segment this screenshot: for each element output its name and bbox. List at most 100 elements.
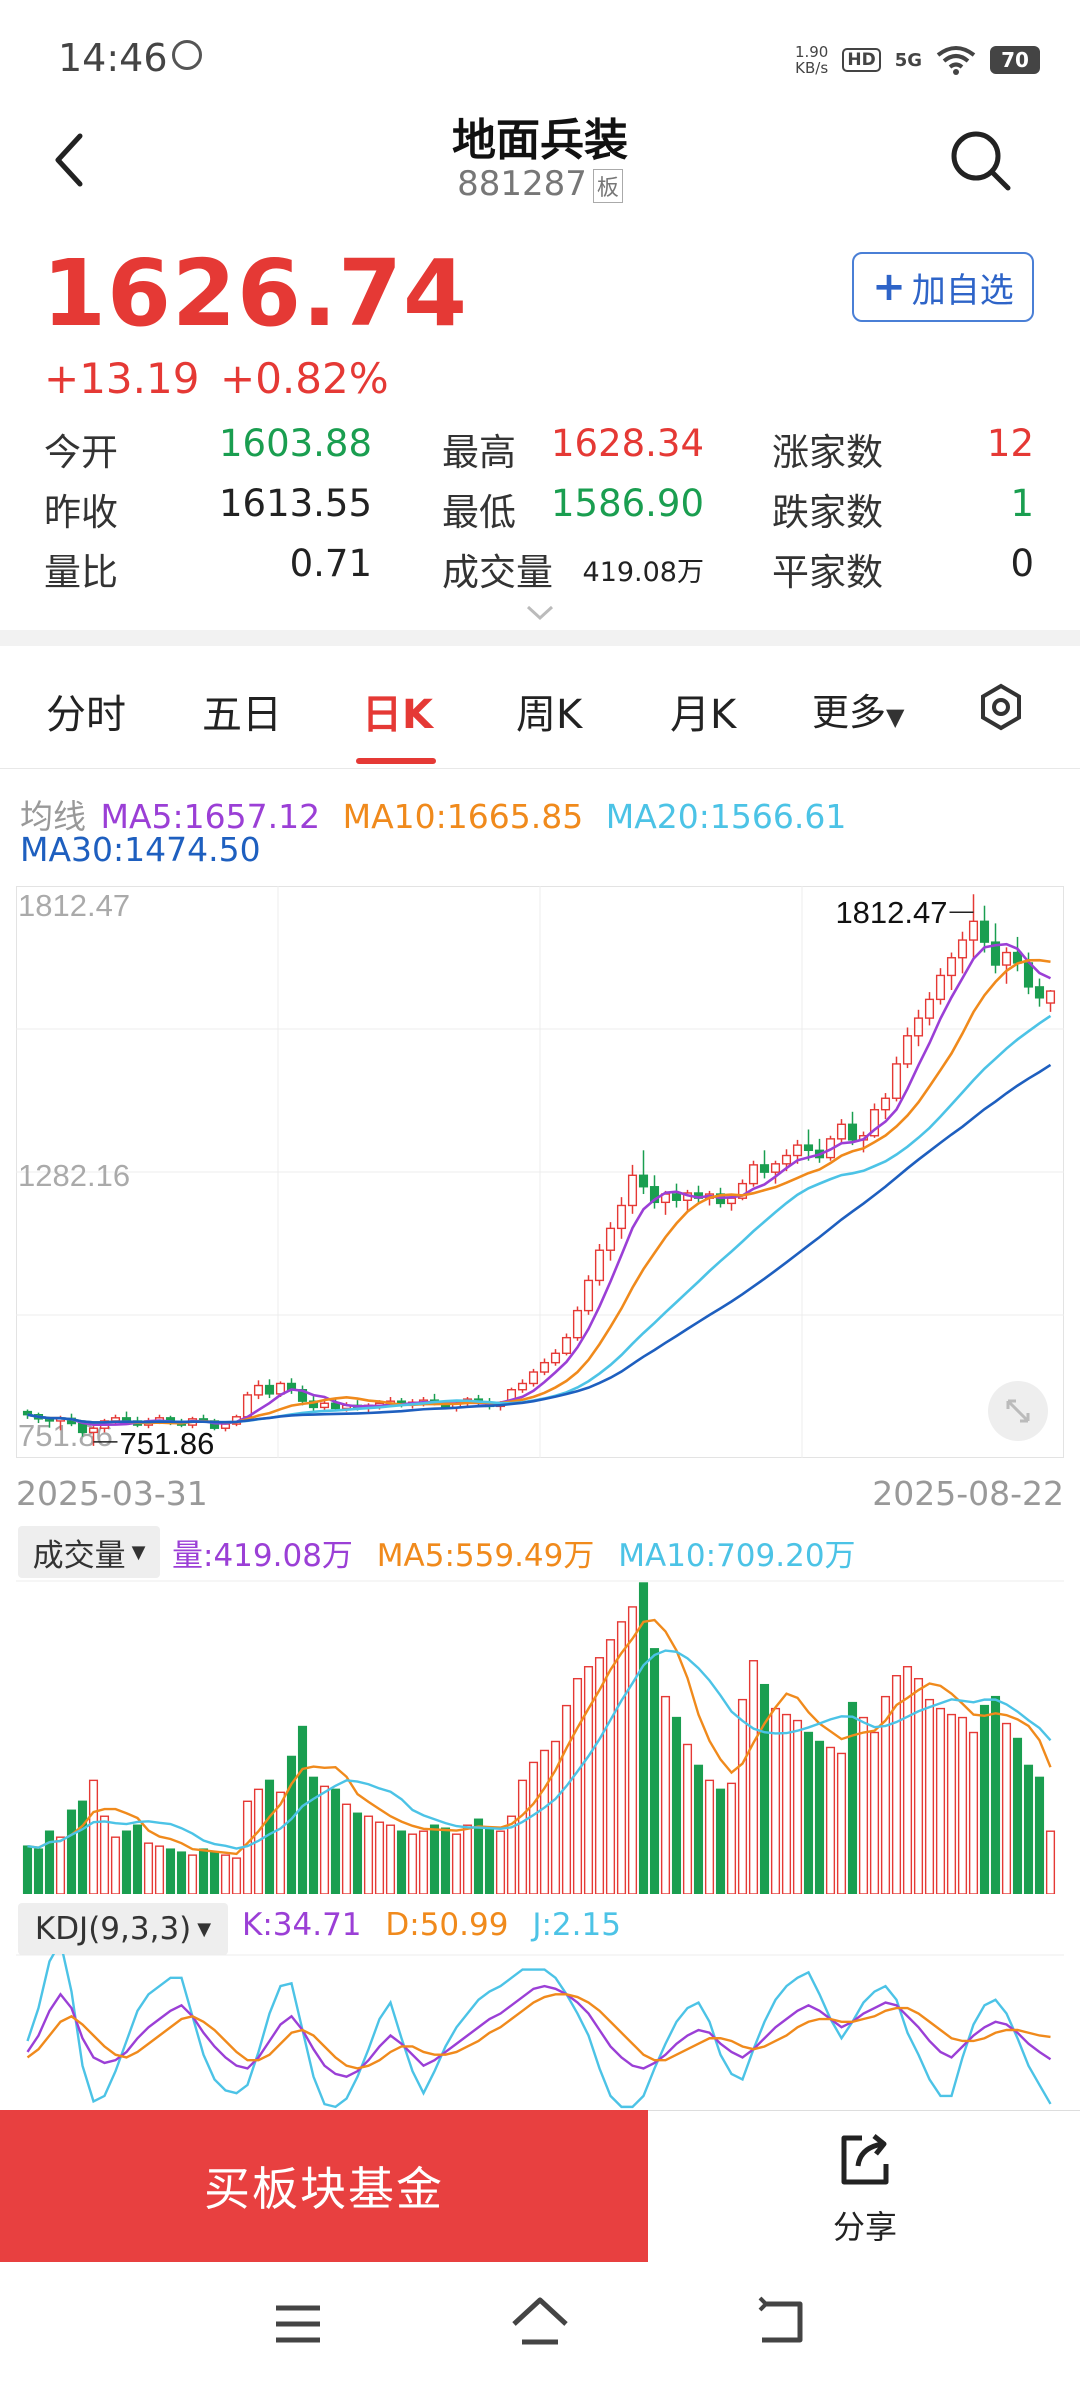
volume-bar xyxy=(220,1854,231,1894)
tab-monthly-k[interactable]: 月K xyxy=(670,692,737,738)
volume-bar xyxy=(308,1776,319,1894)
volume-bar xyxy=(572,1677,583,1894)
volume-bar xyxy=(286,1755,297,1894)
candle xyxy=(814,1138,825,1163)
volume-bar xyxy=(187,1854,198,1894)
candle xyxy=(957,931,968,974)
volume-bar xyxy=(682,1743,693,1894)
price-change-percent: +0.82% xyxy=(220,354,389,403)
volume-bar xyxy=(176,1851,187,1894)
kdj-indicator-selector[interactable]: KDJ(9,3,3) ▼ xyxy=(18,1903,228,1955)
tab-five-day[interactable]: 五日 xyxy=(202,692,282,738)
kdj-k-line xyxy=(26,1984,1052,2078)
stat-value: 0.71 xyxy=(289,542,372,585)
search-icon[interactable] xyxy=(946,126,1016,196)
volume-bar xyxy=(803,1731,814,1894)
volume-bar xyxy=(275,1791,286,1894)
candle-body xyxy=(748,1164,759,1185)
kdj-d-line xyxy=(26,1993,1051,2070)
ma5-line xyxy=(27,942,1052,1426)
y-tick-label: 1282.16 xyxy=(18,1158,130,1193)
volume-bar xyxy=(396,1830,407,1894)
status-bar: 14:46 1.90 KB/s HD 5G 70 xyxy=(0,0,1080,110)
volume-bar xyxy=(473,1818,484,1894)
tab-intraday[interactable]: 分时 xyxy=(46,692,126,738)
back-arrow-icon[interactable] xyxy=(50,130,90,190)
tab-weekly-k[interactable]: 周K xyxy=(516,692,583,738)
volume-bar xyxy=(121,1830,132,1894)
volume-bar xyxy=(154,1845,165,1894)
settings-hexagon-icon[interactable] xyxy=(976,682,1026,732)
volume-bar xyxy=(1023,1764,1034,1894)
volume-bar xyxy=(55,1836,66,1894)
candle xyxy=(748,1160,759,1187)
candle xyxy=(517,1379,528,1393)
stat-value: 1 xyxy=(1010,482,1034,525)
add-watchlist-button[interactable]: + 加自选 xyxy=(852,252,1034,322)
candle-body xyxy=(891,1063,902,1099)
sector-tag: 板 xyxy=(592,168,623,203)
candle xyxy=(847,1111,858,1146)
candle xyxy=(902,1027,913,1069)
volume-bar xyxy=(132,1824,143,1894)
candle xyxy=(990,923,1001,974)
candle xyxy=(880,1093,891,1120)
candle xyxy=(891,1056,902,1102)
volume-bar xyxy=(1001,1722,1012,1894)
menu-icon[interactable] xyxy=(272,2302,324,2346)
candle xyxy=(968,894,979,958)
candle-body xyxy=(616,1204,627,1230)
volume-bar xyxy=(638,1582,649,1894)
share-button[interactable]: 分享 xyxy=(800,2124,930,2254)
volume-bar xyxy=(363,1815,374,1894)
candle-body xyxy=(847,1123,858,1141)
volume-bar xyxy=(418,1830,429,1894)
tab-more-label: 更多 xyxy=(812,691,886,734)
min-price-label: 751.86 xyxy=(120,1426,215,1458)
fullscreen-button[interactable] xyxy=(988,1381,1048,1441)
volume-bar xyxy=(484,1827,495,1894)
volume-bar xyxy=(451,1833,462,1894)
volume-indicator-selector[interactable]: 成交量 ▼ xyxy=(18,1526,160,1578)
candle-body xyxy=(638,1174,649,1188)
ma30-legend: MA30:1474.50 xyxy=(20,830,261,869)
candle xyxy=(264,1379,275,1399)
chart-start-date: 2025-03-31 xyxy=(16,1474,208,1513)
volume-chart[interactable] xyxy=(16,1580,1064,1894)
candle xyxy=(1045,990,1056,1012)
volume-bar xyxy=(858,1716,869,1894)
tab-more[interactable]: 更多▼ xyxy=(812,682,904,736)
ma30-line xyxy=(27,1063,1052,1424)
net-speed-value: 1.90 xyxy=(794,43,829,61)
ma10-line xyxy=(27,958,1051,1425)
candle-body xyxy=(792,1144,803,1157)
ma10-legend: MA10:1665.85 xyxy=(342,797,584,836)
current-price: 1626.74 xyxy=(42,240,469,347)
volume-bar xyxy=(704,1779,715,1894)
candle-body xyxy=(737,1182,748,1199)
status-indicators: 1.90 KB/s HD 5G 70 xyxy=(795,38,1040,82)
tab-daily-k[interactable]: 日K xyxy=(362,692,433,738)
candle-body xyxy=(979,920,990,943)
candle-body xyxy=(924,998,935,1019)
share-icon xyxy=(841,2134,889,2185)
candle-body xyxy=(803,1144,814,1152)
stat-value: 1603.88 xyxy=(218,422,372,465)
stats-grid: 今开 1603.88 昨收 1613.55 量比 0.71 最高 1628.34… xyxy=(0,420,1080,600)
back-nav-icon[interactable] xyxy=(752,2296,808,2348)
candle-body xyxy=(88,1427,99,1434)
stat-label: 昨收 xyxy=(44,491,118,534)
kdj-chart[interactable] xyxy=(16,1954,1064,2110)
volume-bar xyxy=(737,1698,748,1894)
expand-chevron-icon[interactable] xyxy=(524,604,556,622)
candle-body xyxy=(1045,990,1056,1004)
buy-sector-fund-button[interactable]: 买板块基金 xyxy=(0,2110,648,2262)
volume-bar xyxy=(946,1713,957,1894)
candle xyxy=(836,1119,847,1144)
candle xyxy=(627,1164,638,1214)
volume-bar xyxy=(660,1695,671,1894)
candle-body xyxy=(671,1193,682,1201)
home-icon[interactable] xyxy=(508,2294,572,2350)
volume-bar xyxy=(407,1833,418,1894)
